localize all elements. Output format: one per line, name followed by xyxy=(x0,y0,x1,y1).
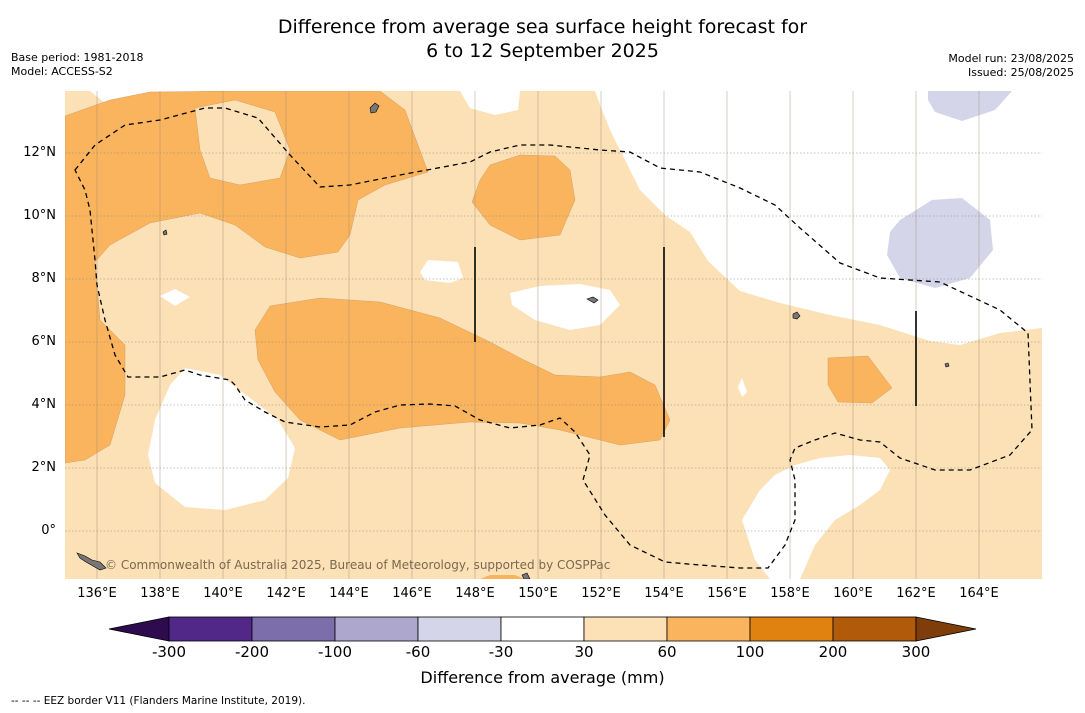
lon-tick-label: 158°E xyxy=(770,586,810,601)
model-run-date: Model run: 23/08/2025 xyxy=(948,52,1074,65)
lat-tick-label: 0° xyxy=(41,523,56,538)
island-bougainville xyxy=(76,552,107,571)
colorbar-swatch xyxy=(749,616,834,642)
eez-border xyxy=(74,107,1033,569)
colorbar-swatch xyxy=(500,616,585,642)
lon-tick-label: 154°E xyxy=(644,586,684,601)
lon-tick-label: 160°E xyxy=(833,586,873,601)
island-north xyxy=(369,102,380,114)
colorbar-tick-label: -30 xyxy=(488,643,514,661)
anomaly-60-100-northwest xyxy=(65,91,429,464)
colorbar-tick-label: 300 xyxy=(901,643,931,661)
colorbar-title: Difference from average (mm) xyxy=(420,668,665,687)
anomaly-neutral-small-2 xyxy=(160,289,190,306)
lat-tick-label: 4°N xyxy=(31,397,57,412)
map-area xyxy=(65,91,1042,579)
model-info: Base period: 1981-2018 Model: ACCESS-S2 xyxy=(11,51,143,79)
lat-tick-label: 12°N xyxy=(23,145,56,160)
lon-tick-label: 136°E xyxy=(77,586,117,601)
colorbar-swatch xyxy=(666,616,751,642)
boundary-lines xyxy=(474,247,917,437)
anomaly-60-100-central-band xyxy=(254,297,671,446)
anomaly-negative-30-60-east xyxy=(887,198,993,288)
copyright-notice: © Commonwealth of Australia 2025, Bureau… xyxy=(105,558,611,572)
lon-tick-label: 142°E xyxy=(266,586,306,601)
colorbar-tick-label: -300 xyxy=(151,643,187,661)
anomaly-neutral-top-2 xyxy=(660,91,690,95)
model-name: Model: ACCESS-S2 xyxy=(11,65,113,78)
colorbar-swatch xyxy=(251,616,336,642)
lat-tick-label: 6°N xyxy=(31,334,57,349)
anomaly-30-60-hole-northwest xyxy=(194,99,291,186)
issued-date: Issued: 25/08/2025 xyxy=(967,66,1074,79)
colorbar-swatch xyxy=(583,616,668,642)
colorbar-tick-label: -60 xyxy=(405,643,431,661)
colorbar-tick-label: 200 xyxy=(818,643,848,661)
lon-tick-label: 138°E xyxy=(140,586,180,601)
colorbar-swatch xyxy=(334,616,419,642)
island-east xyxy=(792,311,801,320)
colorbar-tick-label: 30 xyxy=(574,643,594,661)
island-small-2 xyxy=(162,229,168,236)
eez-footnote: -- -- -- EEZ border V11 (Flanders Marine… xyxy=(11,695,306,707)
colorbar xyxy=(108,616,977,642)
lon-tick-label: 144°E xyxy=(329,586,369,601)
colorbar-tick-label: 100 xyxy=(735,643,765,661)
colorbar-swatch xyxy=(417,616,502,642)
anomaly-60-100-east-small xyxy=(827,355,893,404)
colorbar-swatch xyxy=(832,616,917,642)
anomaly-60-100-bottom xyxy=(480,575,525,579)
run-info: Model run: 23/08/2025 Issued: 25/08/2025 xyxy=(948,52,1074,80)
anomaly-neutral-small-1 xyxy=(420,260,463,283)
map-title: Difference from average sea surface heig… xyxy=(0,15,1085,63)
colorbar-swatch xyxy=(168,616,253,642)
lon-tick-label: 164°E xyxy=(959,586,999,601)
lon-tick-label: 152°E xyxy=(581,586,621,601)
lon-tick-label: 148°E xyxy=(455,586,495,601)
lon-tick-label: 146°E xyxy=(392,586,432,601)
islands xyxy=(76,102,950,579)
island-small-3 xyxy=(944,362,950,368)
anomaly-negative-30-60-northeast xyxy=(928,91,1012,121)
colorbar-tick-label: 60 xyxy=(657,643,677,661)
colorbar-over-arrow xyxy=(915,616,977,642)
lon-tick-label: 156°E xyxy=(707,586,747,601)
lon-tick-label: 140°E xyxy=(203,586,243,601)
lon-tick-label: 162°E xyxy=(896,586,936,601)
title-line-2: 6 to 12 September 2025 xyxy=(426,40,659,62)
colorbar-tick-label: -200 xyxy=(234,643,270,661)
colorbar-under-arrow xyxy=(108,616,170,642)
anomaly-neutral-center xyxy=(510,284,620,330)
lat-tick-label: 2°N xyxy=(31,460,57,475)
lat-tick-label: 8°N xyxy=(31,271,57,286)
island-small-1 xyxy=(586,296,599,304)
meridians xyxy=(96,91,980,579)
island-bottom xyxy=(521,572,531,579)
base-period: Base period: 1981-2018 xyxy=(11,51,144,64)
anomaly-neutral-south-west xyxy=(148,368,295,510)
colorbar-tick-label: -100 xyxy=(317,643,353,661)
anomaly-neutral-small-3 xyxy=(738,378,747,397)
lat-tick-label: 10°N xyxy=(23,208,56,223)
lon-tick-label: 150°E xyxy=(518,586,558,601)
title-line-1: Difference from average sea surface heig… xyxy=(277,16,808,38)
